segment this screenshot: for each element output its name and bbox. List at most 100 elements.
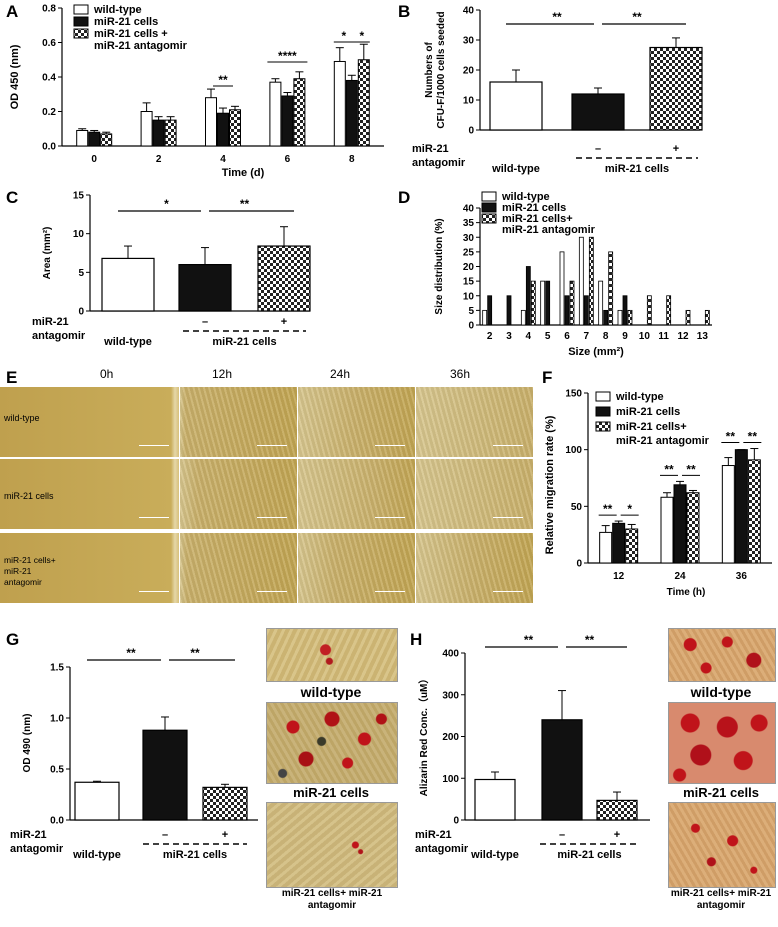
chart-g: 0.0 0.5 1.0 1.5 ** ** miR-21 antagomir – + wild-ty… [10,646,258,861]
b-bar [649,46,703,131]
d-y-tick-label: 5 [468,306,474,317]
b-y-axis-title-line2: CFU-F/1000 cells seeded [436,11,447,128]
d-x-tick-label: 2 [487,331,493,342]
a-x-tick-label: 6 [285,154,291,165]
caption-g-mir21-antagomir: miR-21 cells+ miR-21 antagomir [281,888,383,911]
a-bar [140,111,153,147]
f-legend-antag-swatch [595,421,611,432]
micrograph-g-wild-type [266,628,398,682]
a-bar [229,109,241,147]
d-x-tick-label: 3 [506,331,512,342]
f-bar [612,522,626,564]
f-legend-wt-label: wild-type [615,391,664,403]
panel-label-e: E [6,368,18,387]
c-bar [178,263,232,312]
h-y-axis-title: Alizarin Red Conc.（uM） [417,674,430,797]
a-bar [345,79,358,147]
a-bar [152,119,165,147]
col-header-0h: 0h [100,367,114,381]
a-legend-wt-swatch [73,4,89,15]
col-header-12h: 12h [212,367,233,381]
d-y-tick-label: 25 [463,247,475,258]
scale-bar [375,517,405,518]
b-minus: – [595,143,601,155]
f-legend-antag-line2: miR-21 antagomir [616,435,710,447]
g-bar [142,729,188,821]
d-bar [583,295,589,326]
d-x-tick-label: 8 [603,331,609,342]
c-annotation: ** [240,197,250,211]
d-x-tick-label: 5 [545,331,551,342]
d-bar [506,295,512,326]
caption-g-wild-type: wild-type [300,684,362,700]
d-y-tick-label: 30 [463,233,475,244]
d-bar [525,266,531,326]
f-y-axis-title: Relative migration rate (%) [544,415,556,554]
b-annotation: ** [552,10,562,24]
f-y-tick-label: 150 [565,389,582,400]
h-y-tick-label: 200 [442,732,459,743]
g-condition-mir21: miR-21 [10,829,47,841]
h-condition-antagomir: antagomir [415,843,469,855]
b-y-axis-title-line1: Numbers of [424,42,435,98]
h-annotation: ** [585,633,595,647]
g-label-mir21-cells: miR-21 cells [163,849,227,861]
scale-bar [257,445,287,446]
scratch-image [180,387,297,457]
scratch-image [180,459,297,529]
f-x-tick-label: 36 [736,571,748,582]
b-condition-mir21: miR-21 [412,143,449,155]
f-annotation: ** [748,430,758,444]
d-bar [685,309,691,326]
f-annotation: ** [686,462,696,476]
panel-label-b: B [398,2,411,21]
g-label-wt: wild-type [72,849,121,861]
d-y-tick-label: 40 [463,204,475,215]
d-bar [666,295,672,326]
micrograph-h-mir21-antagomir [668,802,776,888]
c-condition-antagomir: antagomir [32,330,86,342]
a-bar [100,133,113,147]
h-bar [474,778,516,821]
d-x-tick-label: 9 [622,331,628,342]
scale-bar [493,445,523,446]
scratch-image [298,533,415,603]
d-bar [559,251,565,326]
scale-bar [493,591,523,592]
a-y-tick-label: 0.2 [42,107,56,118]
f-x-tick-label: 24 [674,571,686,582]
f-annotation: ** [603,502,613,516]
f-bar [686,492,700,564]
a-legend-antag-label: miR-21 cells + [94,28,168,40]
d-x-axis-title: Size (mm²) [568,346,624,358]
b-label-wt: wild-type [491,163,540,175]
scale-bar [493,517,523,518]
h-label-mir21-cells: miR-21 cells [557,849,621,861]
a-bar [164,119,177,147]
d-y-tick-label: 10 [463,291,475,302]
panel-label-g: G [6,630,20,649]
panel-label-h: H [410,630,423,649]
scale-bar [139,517,169,518]
scale-bar [257,517,287,518]
d-bar [704,309,710,326]
h-condition-mir21: miR-21 [415,829,452,841]
caption-g-mir21: miR-21 cells [293,785,369,800]
a-y-tick-label: 0.6 [42,38,56,49]
h-y-tick-label: 300 [442,690,459,701]
micrograph-h-wild-type [668,628,776,682]
c-y-axis-title: Area (mm²) [42,227,53,280]
c-label-wt: wild-type [103,336,152,348]
a-x-tick-label: 8 [349,154,355,165]
c-annotation: * [164,197,169,211]
scratch-image [298,459,415,529]
d-bar [608,251,614,326]
f-bar [721,465,735,564]
scratch-image [298,387,415,457]
a-legend-wt-label: wild-type [93,4,142,16]
g-y-tick-label: 1.5 [50,663,64,674]
d-x-tick-label: 7 [584,331,590,342]
caption-h-mir21: miR-21 cells [683,785,759,800]
